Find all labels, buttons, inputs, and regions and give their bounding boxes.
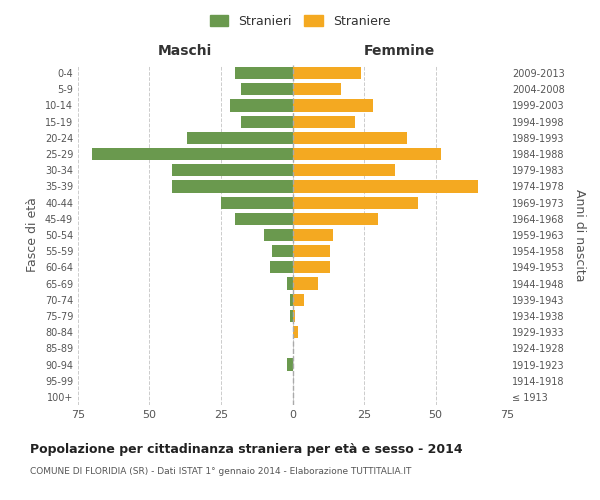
Bar — [293, 180, 478, 192]
Legend: Stranieri, Straniere: Stranieri, Straniere — [206, 11, 394, 32]
Text: Maschi: Maschi — [158, 44, 212, 58]
Y-axis label: Fasce di età: Fasce di età — [26, 198, 39, 272]
Bar — [293, 310, 295, 322]
Bar — [293, 164, 395, 176]
Bar — [293, 212, 379, 225]
Bar — [221, 196, 293, 208]
Bar — [187, 132, 293, 144]
Bar — [293, 262, 329, 274]
Bar — [293, 196, 418, 208]
Bar — [293, 278, 318, 289]
Bar — [293, 148, 441, 160]
Bar — [264, 229, 293, 241]
Bar — [241, 83, 293, 96]
Bar — [293, 132, 407, 144]
Bar — [293, 83, 341, 96]
Bar — [293, 116, 355, 128]
Bar — [241, 116, 293, 128]
Bar — [235, 212, 293, 225]
Bar — [293, 245, 329, 258]
Bar — [269, 262, 293, 274]
Bar — [293, 294, 304, 306]
Bar — [293, 67, 361, 79]
Bar — [293, 229, 332, 241]
Bar — [230, 100, 293, 112]
Bar — [290, 294, 293, 306]
Y-axis label: Anni di nascita: Anni di nascita — [573, 188, 586, 281]
Bar — [293, 100, 373, 112]
Text: Popolazione per cittadinanza straniera per età e sesso - 2014: Popolazione per cittadinanza straniera p… — [30, 442, 463, 456]
Bar — [235, 67, 293, 79]
Bar — [92, 148, 293, 160]
Bar — [290, 310, 293, 322]
Bar — [287, 278, 293, 289]
Bar — [287, 358, 293, 370]
Bar — [172, 180, 293, 192]
Bar — [172, 164, 293, 176]
Text: Femmine: Femmine — [364, 44, 436, 58]
Bar — [272, 245, 293, 258]
Bar — [293, 326, 298, 338]
Text: COMUNE DI FLORIDIA (SR) - Dati ISTAT 1° gennaio 2014 - Elaborazione TUTTITALIA.I: COMUNE DI FLORIDIA (SR) - Dati ISTAT 1° … — [30, 468, 412, 476]
